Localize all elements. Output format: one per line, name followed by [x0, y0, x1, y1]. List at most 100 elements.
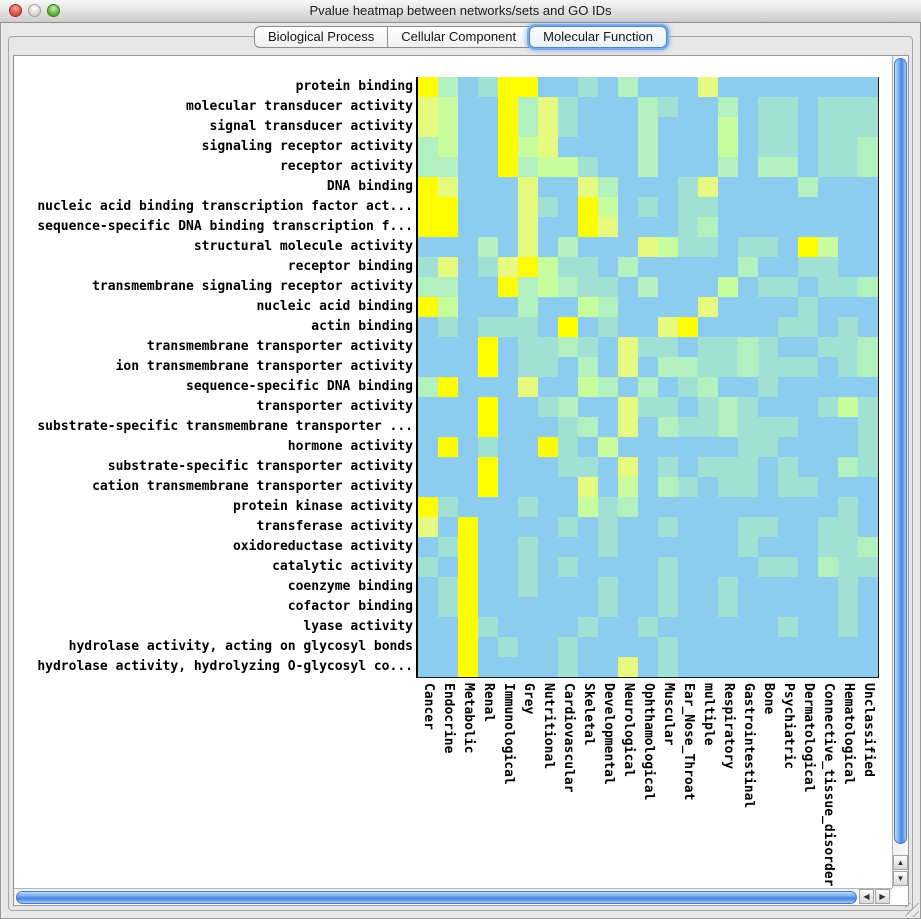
heatmap-cell	[458, 197, 478, 217]
heatmap-cell	[578, 557, 598, 577]
heatmap-cell	[598, 377, 618, 397]
heatmap-cell	[698, 337, 718, 357]
heatmap-cell	[798, 177, 818, 197]
scroll-down-button[interactable]: ▼	[893, 871, 908, 886]
heatmap-cell	[518, 457, 538, 477]
column-label: Skeletal	[580, 683, 596, 746]
heatmap-cell	[558, 597, 578, 617]
heatmap-cell	[798, 537, 818, 557]
heatmap-cell	[858, 477, 878, 497]
heatmap-cell	[458, 477, 478, 497]
heatmap-cell	[418, 397, 438, 417]
heatmap-cell	[638, 497, 658, 517]
heatmap-cell	[598, 557, 618, 577]
heatmap-cell	[598, 337, 618, 357]
heatmap-cell	[638, 377, 658, 397]
heatmap-cell	[658, 457, 678, 477]
vertical-scrollbar[interactable]	[892, 56, 908, 888]
vertical-scrollbar-thumb[interactable]	[894, 58, 907, 844]
heatmap-cell	[678, 77, 698, 97]
scroll-left-button[interactable]: ◀	[859, 889, 874, 904]
heatmap-cell	[858, 177, 878, 197]
heatmap-cell	[858, 297, 878, 317]
column-label: Bone	[760, 683, 776, 715]
close-button[interactable]	[9, 4, 22, 17]
column-label: Muscular	[660, 683, 676, 746]
heatmap-cell	[558, 297, 578, 317]
zoom-button[interactable]	[47, 4, 60, 17]
heatmap-cell	[598, 657, 618, 677]
scroll-right-button[interactable]: ▶	[875, 889, 890, 904]
heatmap-cell	[558, 137, 578, 157]
heatmap-cell	[698, 297, 718, 317]
heatmap-cell	[658, 497, 678, 517]
heatmap-cell	[858, 317, 878, 337]
heatmap-cell	[758, 477, 778, 497]
heatmap-cell	[658, 417, 678, 437]
heatmap-cell	[418, 457, 438, 477]
heatmap-cell	[678, 237, 698, 257]
heatmap-cell	[678, 417, 698, 437]
heatmap-cell	[418, 437, 438, 457]
heatmap-cell	[638, 237, 658, 257]
heatmap-cell	[438, 457, 458, 477]
horizontal-scrollbar[interactable]	[14, 888, 892, 905]
heatmap-cell	[458, 157, 478, 177]
heatmap-cell	[718, 657, 738, 677]
heatmap-cell	[678, 437, 698, 457]
heatmap-cell	[818, 657, 838, 677]
heatmap-cell	[518, 577, 538, 597]
heatmap-cell	[558, 77, 578, 97]
arrow-up-icon: ▲	[896, 858, 905, 867]
heatmap-cell	[598, 137, 618, 157]
heatmap-cell	[838, 197, 858, 217]
heatmap-cell	[658, 117, 678, 137]
tab-biological-process[interactable]: Biological Process	[254, 26, 389, 48]
heatmap-cell	[778, 657, 798, 677]
heatmap-cell	[518, 377, 538, 397]
heatmap-cell	[498, 77, 518, 97]
heatmap-cell	[778, 257, 798, 277]
heatmap-cell	[818, 277, 838, 297]
heatmap-cell	[558, 337, 578, 357]
heatmap-cell	[838, 497, 858, 517]
heatmap-cell	[798, 597, 818, 617]
heatmap-cell	[738, 397, 758, 417]
heatmap-cell	[778, 357, 798, 377]
heatmap-cell	[598, 537, 618, 557]
heatmap-cell	[638, 117, 658, 137]
horizontal-scrollbar-thumb[interactable]	[16, 891, 857, 904]
heatmap-cell	[418, 157, 438, 177]
heatmap-cell	[578, 377, 598, 397]
heatmap-cell	[858, 517, 878, 537]
heatmap-cell	[558, 177, 578, 197]
heatmap-cell	[758, 617, 778, 637]
heatmap-cell	[438, 417, 458, 437]
heatmap-cell	[438, 637, 458, 657]
heatmap-cell	[818, 217, 838, 237]
heatmap-cell	[678, 537, 698, 557]
heatmap-cell	[518, 277, 538, 297]
heatmap-cell	[538, 517, 558, 537]
heatmap-cell	[698, 457, 718, 477]
heatmap-cell	[598, 277, 618, 297]
heatmap-cell	[678, 517, 698, 537]
heatmap-cell	[438, 137, 458, 157]
heatmap-cell	[798, 437, 818, 457]
heatmap-cell	[758, 117, 778, 137]
heatmap-cell	[838, 337, 858, 357]
minimize-button[interactable]	[28, 4, 41, 17]
tab-molecular-function[interactable]: Molecular Function	[529, 26, 667, 48]
heatmap-cell	[838, 557, 858, 577]
heatmap-cell	[458, 97, 478, 117]
resize-grip-icon[interactable]	[905, 903, 919, 917]
tab-cellular-component[interactable]: Cellular Component	[388, 26, 531, 48]
heatmap-cell	[518, 477, 538, 497]
heatmap-cell	[638, 637, 658, 657]
heatmap-cell	[418, 297, 438, 317]
heatmap-cell	[498, 377, 518, 397]
row-label: receptor activity	[279, 159, 413, 174]
scroll-up-button[interactable]: ▲	[893, 855, 908, 870]
heatmap-cell	[518, 537, 538, 557]
heatmap-cell	[738, 77, 758, 97]
